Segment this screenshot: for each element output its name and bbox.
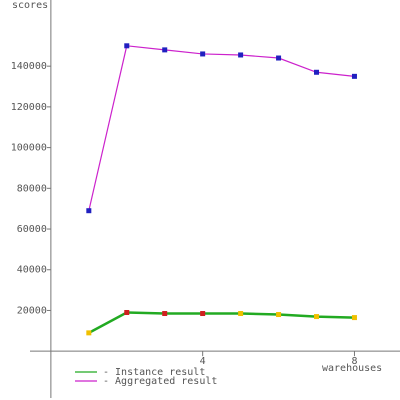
y-axis-label: scores — [12, 0, 48, 11]
point — [238, 311, 244, 317]
point — [314, 69, 320, 75]
y-tick-label: 100000 — [11, 143, 47, 154]
legend-label: - Instance result — [103, 367, 205, 378]
x-tick-label: 8 — [351, 356, 357, 367]
y-tick-label: 120000 — [11, 102, 47, 113]
point — [200, 51, 206, 57]
point — [86, 208, 92, 214]
x-axis-label: warehouses — [322, 363, 382, 374]
point — [276, 55, 282, 61]
series-line — [88, 311, 355, 334]
y-tick-label: 140000 — [11, 61, 47, 72]
point — [124, 309, 130, 315]
point — [351, 73, 357, 79]
point — [162, 47, 168, 53]
point — [238, 52, 244, 58]
point — [200, 311, 206, 317]
point — [351, 315, 357, 321]
y-tick-label: 40000 — [17, 265, 47, 276]
point — [314, 314, 320, 320]
legend-label: - Aggregated result — [103, 376, 217, 387]
y-tick-label: 80000 — [17, 183, 47, 194]
series-line — [88, 45, 355, 211]
point — [86, 330, 92, 336]
point — [124, 43, 130, 49]
y-tick-label: 20000 — [17, 305, 47, 316]
point — [162, 311, 168, 317]
x-tick-label: 4 — [200, 356, 206, 367]
point — [276, 312, 282, 318]
y-tick-label: 60000 — [17, 224, 47, 235]
